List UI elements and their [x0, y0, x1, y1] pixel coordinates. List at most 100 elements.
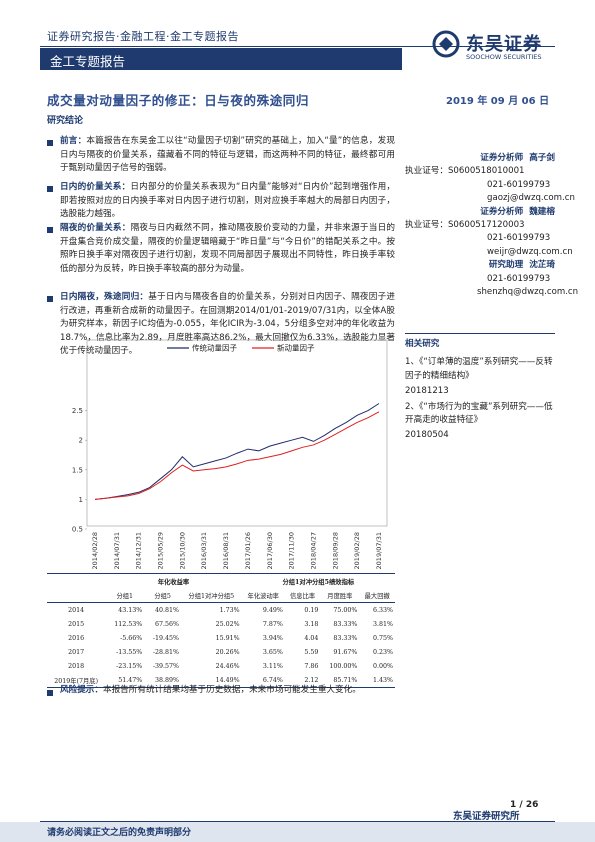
table-cell: 3.65% [262, 648, 283, 656]
bullet [47, 690, 53, 696]
table-cell: 83.33% [333, 634, 358, 642]
analyst-role: 研究助理 沈芷琦 [405, 259, 555, 272]
table-cell: 83.33% [333, 620, 358, 628]
table-cell: 7.86 [304, 662, 319, 670]
table-cell: 100.00% [329, 662, 358, 670]
chart-frame [86, 339, 388, 527]
paragraph: 风险提示：本报告所有统计结果均基于历史数据，未来市场可能发生重大变化。 [60, 684, 395, 698]
x-tick-label: 2014/07/31 [113, 532, 121, 569]
footer-band: 请务必阅读正文之后的免责声明部分 [0, 822, 595, 842]
institute: 东吴证券研究所 [453, 811, 520, 822]
row-label: 2014 [68, 606, 85, 614]
footer-rule [40, 821, 555, 822]
table-cell: -28.81% [152, 648, 179, 656]
table-cell: 15.91% [215, 634, 240, 642]
row-label: 2019年(7月底) [54, 677, 99, 685]
section-label: 金工专题报告 [50, 54, 126, 69]
report-title: 成交量对动量因子的修正：日与夜的殊途同归 [47, 93, 310, 108]
table-cell: 38.89% [154, 676, 179, 684]
paragraph: 日内的价量关系：日内部分的价量关系表现为“日内量”能够对“日内价”起到增强作用，… [60, 181, 395, 222]
analyst-role: 证券分析师 高子剑 [405, 152, 555, 165]
page-number: 1 / 26 [510, 800, 539, 810]
table-cell: 6.74% [262, 676, 283, 684]
text: 隔夜与日内截然不同，推动隔夜股价变动的力量，并非来源于当日的开盘集合竞价成交量，… [60, 223, 395, 274]
table-cell: 2.12 [304, 676, 319, 684]
row-label: 2015 [68, 620, 85, 628]
breadcrumb: 证券研究报告·金融工程·金工专题报告 [47, 30, 239, 43]
data-table: 年化收益率 分组1对冲分组5绩效指标分组1 分组5 分组1对冲分组5 年化波动率 信息比率… [47, 574, 395, 687]
x-tick-label: 2017/11/30 [288, 532, 296, 569]
header-row: 分组1 分组5 分组1对冲分组5 年化波动率 信息比率 月度胜率 最大回撤 [47, 588, 395, 603]
lead: 前言： [60, 136, 87, 146]
paragraph: 隔夜的价量关系：隔夜与日内截然不同，推动隔夜股价变动的力量，并非来源于当日的开盘… [60, 222, 395, 276]
phone: 021-60199793 [487, 273, 551, 284]
x-tick-label: 2015/10/30 [178, 532, 186, 569]
x-tick-label: 2019/02/28 [353, 532, 361, 569]
table-cell: 0.75% [372, 634, 393, 642]
x-tick-label: 2017/01/26 [244, 532, 252, 569]
table-cell: 24.46% [215, 662, 240, 670]
name: 高子剑 [529, 153, 555, 163]
table-cell: 3.94% [262, 634, 283, 642]
lead: 隔夜的价量关系： [60, 223, 131, 233]
series-line [94, 403, 380, 500]
table-cell: 5.59 [304, 648, 319, 656]
logo-mark [432, 30, 460, 58]
table-cell: 51.47% [118, 676, 143, 684]
column-header: 信息比率 [290, 592, 316, 600]
bullet [47, 227, 53, 233]
paragraph: 日内隔夜，殊途同归：基于日内与隔夜各自的价量关系，分别对日内因子、隔夜因子进行改… [60, 291, 395, 359]
y-tick-label: 2.5 [72, 407, 83, 415]
table-cell: 1.73% [219, 606, 240, 614]
bullet [47, 140, 53, 146]
table-cell: 20.26% [215, 648, 240, 656]
table-cell: 0.23% [372, 648, 393, 656]
section-heading: 研究结论 [47, 116, 84, 126]
x-tick-label: 2015/05/29 [157, 532, 165, 569]
row-label: 2018 [68, 662, 85, 670]
report-date: 2019 年 09 月 06 日 [446, 96, 550, 107]
table-cell: 7.87% [262, 620, 283, 628]
series-line [94, 411, 380, 500]
table-row: 2015 112.53% 67.56% 25.02% 7.87% 3.18 83.33% 3.… [47, 617, 395, 631]
logo-subtext: SOOCHOW SECURITIES [466, 53, 542, 61]
phone: 021-60199793 [487, 179, 551, 190]
chart: 0.5 1 1.5 2 2.5 2014/02/28 2014/07/31 2014/12/3… [72, 339, 388, 569]
table-cell: 67.56% [154, 620, 179, 628]
text: 基于日内与隔夜各自的价量关系，分别对日内因子、隔夜因子进行改进，再重新合成新的动… [60, 292, 395, 357]
disclaimer: 请务必阅读正文之后的免责声明部分 [47, 828, 192, 838]
lead: 风险提示： [60, 685, 103, 695]
group-header: 年化收益率 [157, 578, 190, 586]
table-row: 2014 43.13% 40.81% 1.73% 9.49% 0.19 75.00% 6.33… [47, 603, 395, 618]
table-row: 2017 -13.55% -28.81% 20.26% 3.65% 5.59 91.67% 0… [47, 645, 395, 659]
x-tick-label: 2014/02/28 [91, 532, 99, 569]
table-cell: 14.49% [215, 676, 240, 684]
paragraph: 前言：本篇报告在东吴金工以往“动量因子切割”研究的基础上，加入“量”的信息，发现… [60, 135, 395, 176]
text: 日内部分的价量关系表现为“日内量”能够对“日内价”起到增强作用，即若按照对应的日… [60, 182, 395, 220]
logo-text: 东吴证券 [466, 34, 542, 55]
x-tick-label: 2014/12/31 [135, 532, 143, 569]
y-tick-label: 2 [79, 437, 83, 445]
y-tick-label: 1 [79, 496, 83, 504]
table-cell: 91.67% [333, 648, 358, 656]
table-row: 2018 -23.15% -39.57% 24.46% 3.11% 7.86 100.00%… [47, 659, 395, 673]
table-cell: 85.71% [333, 676, 358, 684]
table-cell: 0.00% [372, 662, 393, 670]
table-cell: 3.81% [372, 620, 393, 628]
table-cell: 9.49% [262, 606, 283, 614]
table-cell: -19.45% [152, 634, 179, 642]
x-tick-label: 2018/09/28 [331, 532, 339, 569]
column-header: 分组1 [116, 592, 134, 600]
role: 研究助理 [488, 260, 524, 271]
related-title: 2、《“市场行为的宝藏”系列研究——低开高走的收益特征》 [405, 401, 553, 426]
analyst-role: 证券分析师 魏建榕 [405, 206, 555, 219]
table-cell: 40.81% [154, 606, 179, 614]
group-header: 分组1对冲分组5绩效指标 [282, 578, 355, 586]
table-cell: -23.15% [116, 662, 143, 670]
related-block: 相关研究 1、《“订单薄的温度”系列研究——反转因子的精细结构》 2018121… [405, 333, 555, 443]
x-tick-label: 2017/06/30 [266, 532, 274, 569]
table-cell: 3.18 [304, 620, 319, 628]
column-header: 分组1对冲分组5 [188, 592, 235, 600]
corner-cell [47, 574, 105, 588]
